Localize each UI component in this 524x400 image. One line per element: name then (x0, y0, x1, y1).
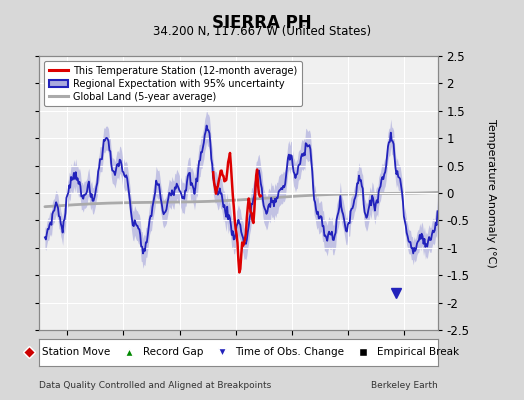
Legend: This Temperature Station (12-month average), Regional Expectation with 95% uncer: This Temperature Station (12-month avera… (44, 61, 302, 106)
Text: SIERRA PH: SIERRA PH (212, 14, 312, 32)
Text: 34.200 N, 117.667 W (United States): 34.200 N, 117.667 W (United States) (153, 25, 371, 38)
Legend: Station Move, Record Gap, Time of Obs. Change, Empirical Break: Station Move, Record Gap, Time of Obs. C… (14, 343, 463, 362)
Text: Berkeley Earth: Berkeley Earth (371, 381, 438, 390)
Y-axis label: Temperature Anomaly (°C): Temperature Anomaly (°C) (486, 119, 496, 267)
Text: Data Quality Controlled and Aligned at Breakpoints: Data Quality Controlled and Aligned at B… (39, 381, 271, 390)
